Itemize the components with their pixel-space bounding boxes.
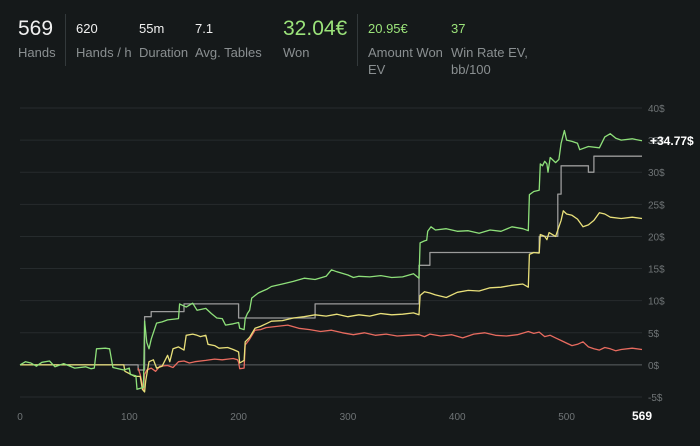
- x-tick-label: 0: [17, 412, 23, 423]
- stat-hands-per-hour-label: Hands / h: [76, 45, 132, 60]
- stat-amount-won-ev-label: Amount Won: [368, 45, 443, 60]
- y-tick-label: 5$: [648, 329, 660, 340]
- stat-hands-per-hour: 620 Hands / h: [76, 16, 132, 61]
- y-tick-label: 15$: [648, 265, 665, 276]
- green-series-line: [19, 129, 643, 390]
- stat-win-rate-ev-value: 37: [451, 21, 466, 36]
- y-axis-ticks: -5$ 0$ 5$ 10$ 15$ 20$ 25$ 30$ 35$ 40$: [648, 104, 665, 404]
- gray-series-line: [20, 155, 642, 371]
- profit-chart: -5$ 0$ 5$ 10$ 15$ 20$ 25$ 30$ 35$ 40$ 0 100 200 300 4…: [0, 95, 700, 441]
- chart-grid: [20, 107, 642, 398]
- stat-avg-tables-value: 7.1: [195, 21, 214, 36]
- profit-chart-svg: -5$ 0$ 5$ 10$ 15$ 20$ 25$ 30$ 35$ 40$ 0 100 200 300 4…: [17, 104, 694, 423]
- stat-amount-won-ev-label-2: EV: [368, 62, 386, 77]
- stat-duration-value: 55m: [139, 21, 165, 36]
- stat-duration: 55m Duration: [139, 16, 188, 61]
- yellow-series-line: [20, 210, 643, 393]
- y-tick-label: 0$: [648, 361, 660, 372]
- stats-bar: 569 Hands 620 Hands / h 55m Duration 7.1…: [0, 0, 700, 100]
- stat-amount-won-ev: 20.95€ Amount Won EV: [368, 16, 443, 78]
- stat-hands-per-hour-value: 620: [76, 21, 98, 36]
- stat-amount-won-ev-value: 20.95€: [368, 21, 408, 36]
- stat-win-rate-ev-label-2: bb/100: [451, 62, 491, 77]
- x-tick-label: 100: [121, 412, 138, 423]
- x-tick-label: 500: [558, 412, 575, 423]
- stat-win-rate-ev: 37 Win Rate EV, bb/100: [451, 16, 528, 78]
- stat-hands-value: 569: [18, 17, 54, 40]
- stat-hands: 569 Hands: [18, 16, 56, 61]
- red-series-line: [137, 324, 643, 390]
- x-axis-ticks: 0 100 200 300 400 500 569: [17, 409, 652, 423]
- chart-series: [19, 129, 643, 393]
- y-tick-label: 10$: [648, 297, 665, 308]
- stat-duration-label: Duration: [139, 45, 189, 60]
- y-tick-label: 40$: [648, 104, 665, 115]
- stat-win-rate-ev-label: Win Rate EV,: [451, 45, 528, 60]
- stat-avg-tables: 7.1 Avg. Tables: [195, 16, 262, 61]
- x-tick-label: 400: [449, 412, 466, 423]
- x-end-label: 569: [632, 409, 652, 423]
- stat-avg-tables-label: Avg. Tables: [195, 45, 262, 60]
- stat-won: 32.04€ Won: [283, 16, 347, 61]
- final-profit-label: +34.77$: [650, 134, 694, 148]
- y-tick-label: 25$: [648, 200, 665, 211]
- separator: [357, 14, 358, 66]
- y-tick-label: -5$: [648, 393, 663, 404]
- y-tick-label: 30$: [648, 168, 665, 179]
- y-tick-label: 20$: [648, 232, 665, 243]
- x-tick-label: 300: [340, 412, 357, 423]
- y-tick-label: 35$: [648, 136, 665, 147]
- x-tick-label: 200: [230, 412, 247, 423]
- stat-hands-label: Hands: [18, 45, 56, 60]
- separator: [65, 14, 66, 66]
- stat-won-value: 32.04€: [283, 17, 348, 40]
- stat-won-label: Won: [283, 45, 310, 60]
